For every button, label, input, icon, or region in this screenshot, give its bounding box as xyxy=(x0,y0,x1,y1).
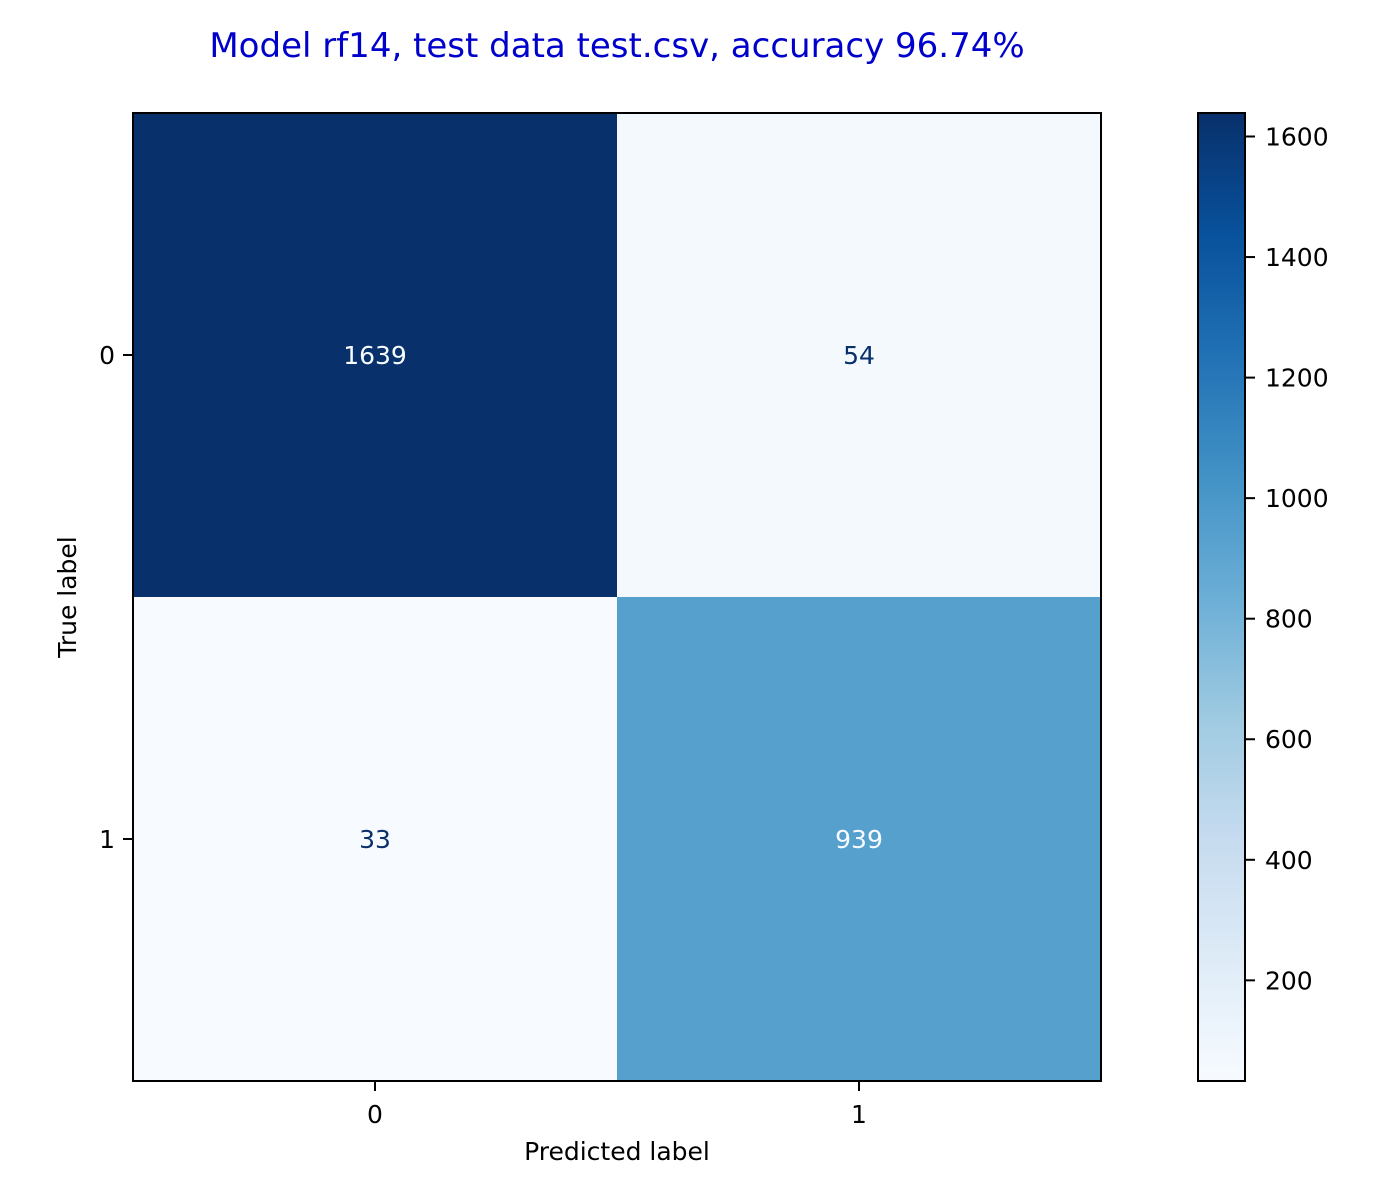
cell-value-0-1: 54 xyxy=(843,341,875,370)
heatmap-cells xyxy=(133,113,1101,1081)
colorbar-tick-label-7: 1600 xyxy=(1265,123,1329,152)
x-axis-label: Predicted label xyxy=(524,1137,710,1166)
colorbar-tick-label-3: 800 xyxy=(1265,605,1313,634)
colorbar-tick-label-1: 400 xyxy=(1265,846,1313,875)
y-tick-label-0: 0 xyxy=(99,341,115,370)
cell-value-0-0: 1639 xyxy=(343,341,407,370)
chart-title: Model rf14, test data test.csv, accuracy… xyxy=(209,26,1024,66)
heatmap-cell-0-1 xyxy=(617,113,1101,597)
y-axis-ticks: 01 xyxy=(99,341,133,854)
heatmap-cell-1-1 xyxy=(617,597,1101,1081)
colorbar-tick-label-4: 1000 xyxy=(1265,484,1329,513)
colorbar-tick-label-5: 1200 xyxy=(1265,364,1329,393)
colorbar-ticks: 200 400 600 800 1000 1200 1400 1600 xyxy=(1245,123,1329,995)
heatmap-cell-0-0 xyxy=(133,113,617,597)
colorbar-tick-label-6: 1400 xyxy=(1265,243,1329,272)
cell-value-1-1: 939 xyxy=(835,825,883,854)
colorbar-tick-label-2: 600 xyxy=(1265,725,1313,754)
colorbar xyxy=(1197,112,1246,1082)
x-tick-label-1: 1 xyxy=(851,1100,867,1129)
colorbar-tick-label-0: 200 xyxy=(1265,966,1313,995)
x-tick-label-0: 0 xyxy=(367,1100,383,1129)
y-axis-label: True label xyxy=(53,536,82,659)
y-tick-label-1: 1 xyxy=(99,825,115,854)
heatmap-cell-1-0 xyxy=(133,597,617,1081)
heatmap-cell-labels: 1639 54 33 939 xyxy=(343,341,883,854)
cell-value-1-0: 33 xyxy=(359,825,391,854)
plot-frame xyxy=(132,112,1102,1082)
